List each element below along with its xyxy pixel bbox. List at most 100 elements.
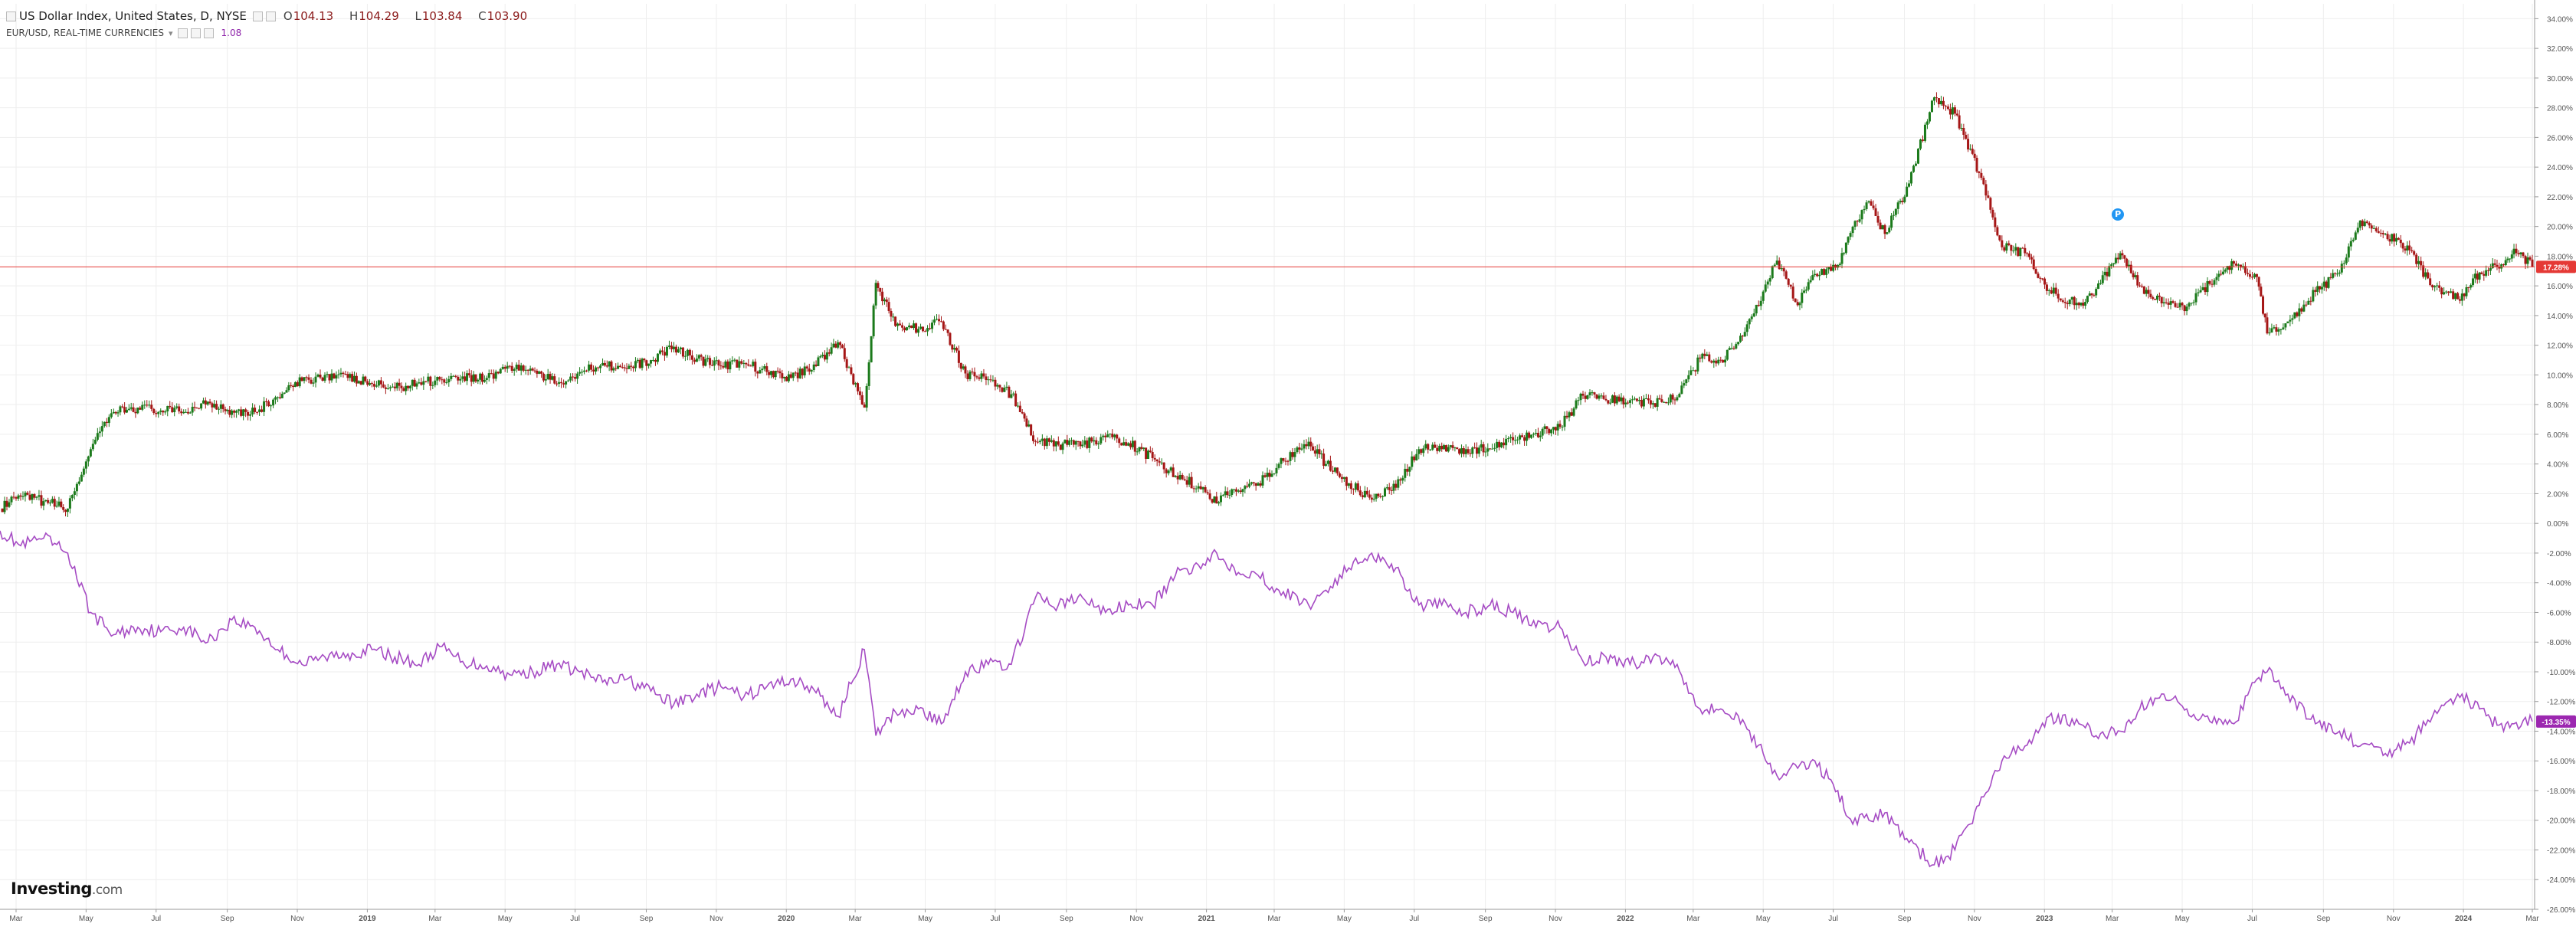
candle-up	[683, 355, 687, 357]
candle-down	[1994, 217, 1997, 228]
candle-up	[1676, 397, 1679, 401]
candle-down	[1190, 476, 1193, 489]
candle-up	[2047, 290, 2050, 291]
candle-down	[959, 362, 962, 369]
legend-dropdown-icon[interactable]: ▾	[168, 28, 173, 38]
candle-down	[1322, 454, 1326, 467]
x-tick-label: May	[918, 915, 932, 923]
candle-down	[1607, 400, 1610, 404]
candle-down	[768, 372, 771, 375]
candle-down	[572, 376, 575, 378]
candle-up	[316, 375, 320, 377]
candle-up	[1752, 313, 1755, 317]
candle-up	[1422, 448, 1425, 454]
legend-compare-close-icon[interactable]	[203, 28, 214, 38]
candle-down	[2325, 281, 2328, 288]
candle-down	[654, 359, 657, 362]
candle-down	[852, 374, 855, 385]
candle-up	[2519, 252, 2522, 254]
y-tick-label: 32.00%	[2547, 45, 2573, 54]
legend-settings-icon[interactable]	[265, 11, 276, 21]
candle-up	[1728, 348, 1731, 350]
candle-up	[2436, 285, 2439, 287]
candle-up	[251, 408, 254, 414]
candle-up	[791, 372, 795, 378]
candle-down	[1008, 386, 1011, 398]
candle-down	[2154, 298, 2157, 300]
candle-down	[1528, 432, 1531, 438]
candle-down	[132, 407, 135, 412]
legend-checkbox[interactable]	[6, 11, 16, 21]
candle-down	[1796, 302, 1799, 306]
candle-down	[1145, 447, 1148, 459]
candle-down	[1284, 460, 1287, 462]
candle-up	[1363, 490, 1366, 498]
candle-down	[540, 371, 543, 374]
candle-up	[1477, 447, 1480, 454]
candle-up	[219, 404, 222, 409]
y-tick-label: 24.00%	[2547, 164, 2573, 172]
candle-up	[695, 359, 698, 362]
candle-down	[1032, 435, 1035, 441]
candle-up	[1519, 435, 1522, 440]
eurusd-line	[0, 530, 2533, 868]
candle-down	[938, 319, 941, 322]
y-tick-label: -4.00%	[2547, 580, 2571, 588]
legend-compare-title: EUR/USD, REAL-TIME CURRENCIES	[6, 28, 164, 38]
candle-up	[821, 355, 824, 357]
legend-visibility-icon[interactable]	[252, 11, 263, 21]
candle-up	[544, 379, 547, 381]
candle-down	[1204, 486, 1207, 493]
candle-up	[77, 481, 80, 484]
candle-down	[1379, 496, 1382, 497]
candle-up	[1851, 227, 1854, 234]
candle-down	[1185, 480, 1188, 485]
candle-up	[2197, 292, 2200, 293]
candle-up	[1392, 483, 1395, 491]
candle-down	[1263, 475, 1267, 477]
legend-compare-visibility-icon[interactable]	[177, 28, 188, 38]
candle-down	[2483, 273, 2486, 276]
candle-down	[681, 347, 684, 357]
candle-down	[1329, 460, 1332, 471]
x-tick-label: 2024	[2455, 915, 2473, 923]
candle-up	[175, 406, 179, 408]
candle-down	[1025, 418, 1028, 427]
candle-up	[546, 374, 549, 380]
candle-up	[2284, 323, 2287, 328]
candle-up	[2097, 283, 2100, 290]
candle-up	[103, 421, 106, 427]
candle-down	[481, 373, 484, 382]
candle-down	[638, 359, 641, 368]
candle-down	[2329, 277, 2332, 278]
candle-up	[1630, 399, 1634, 401]
legend-compare-settings-icon[interactable]	[190, 28, 201, 38]
x-tick-label: 2023	[2036, 915, 2053, 923]
candle-down	[1268, 473, 1271, 477]
candle-down	[228, 409, 231, 415]
candle-up	[2504, 260, 2507, 266]
candle-up	[1505, 438, 1508, 446]
candle-down	[549, 374, 552, 380]
candle-down	[796, 372, 799, 378]
candle-down	[1901, 201, 1904, 202]
event-flag-icon[interactable]: P	[2112, 208, 2125, 221]
candle-up	[1219, 495, 1222, 503]
candle-down	[1671, 395, 1674, 400]
candle-up	[1277, 463, 1280, 468]
candle-down	[860, 395, 864, 404]
candle-up	[738, 361, 741, 368]
candle-up	[2320, 287, 2323, 290]
candle-up	[1651, 403, 1654, 405]
candle-down	[1192, 488, 1195, 490]
candle-up	[2273, 327, 2276, 329]
y-tick-label: -24.00%	[2547, 876, 2575, 885]
candle-down	[2515, 248, 2518, 254]
candle-down	[2300, 308, 2303, 312]
candle-up	[1454, 447, 1457, 449]
candle-down	[845, 359, 848, 368]
candle-up	[2169, 301, 2172, 305]
candle-up	[2506, 258, 2509, 260]
